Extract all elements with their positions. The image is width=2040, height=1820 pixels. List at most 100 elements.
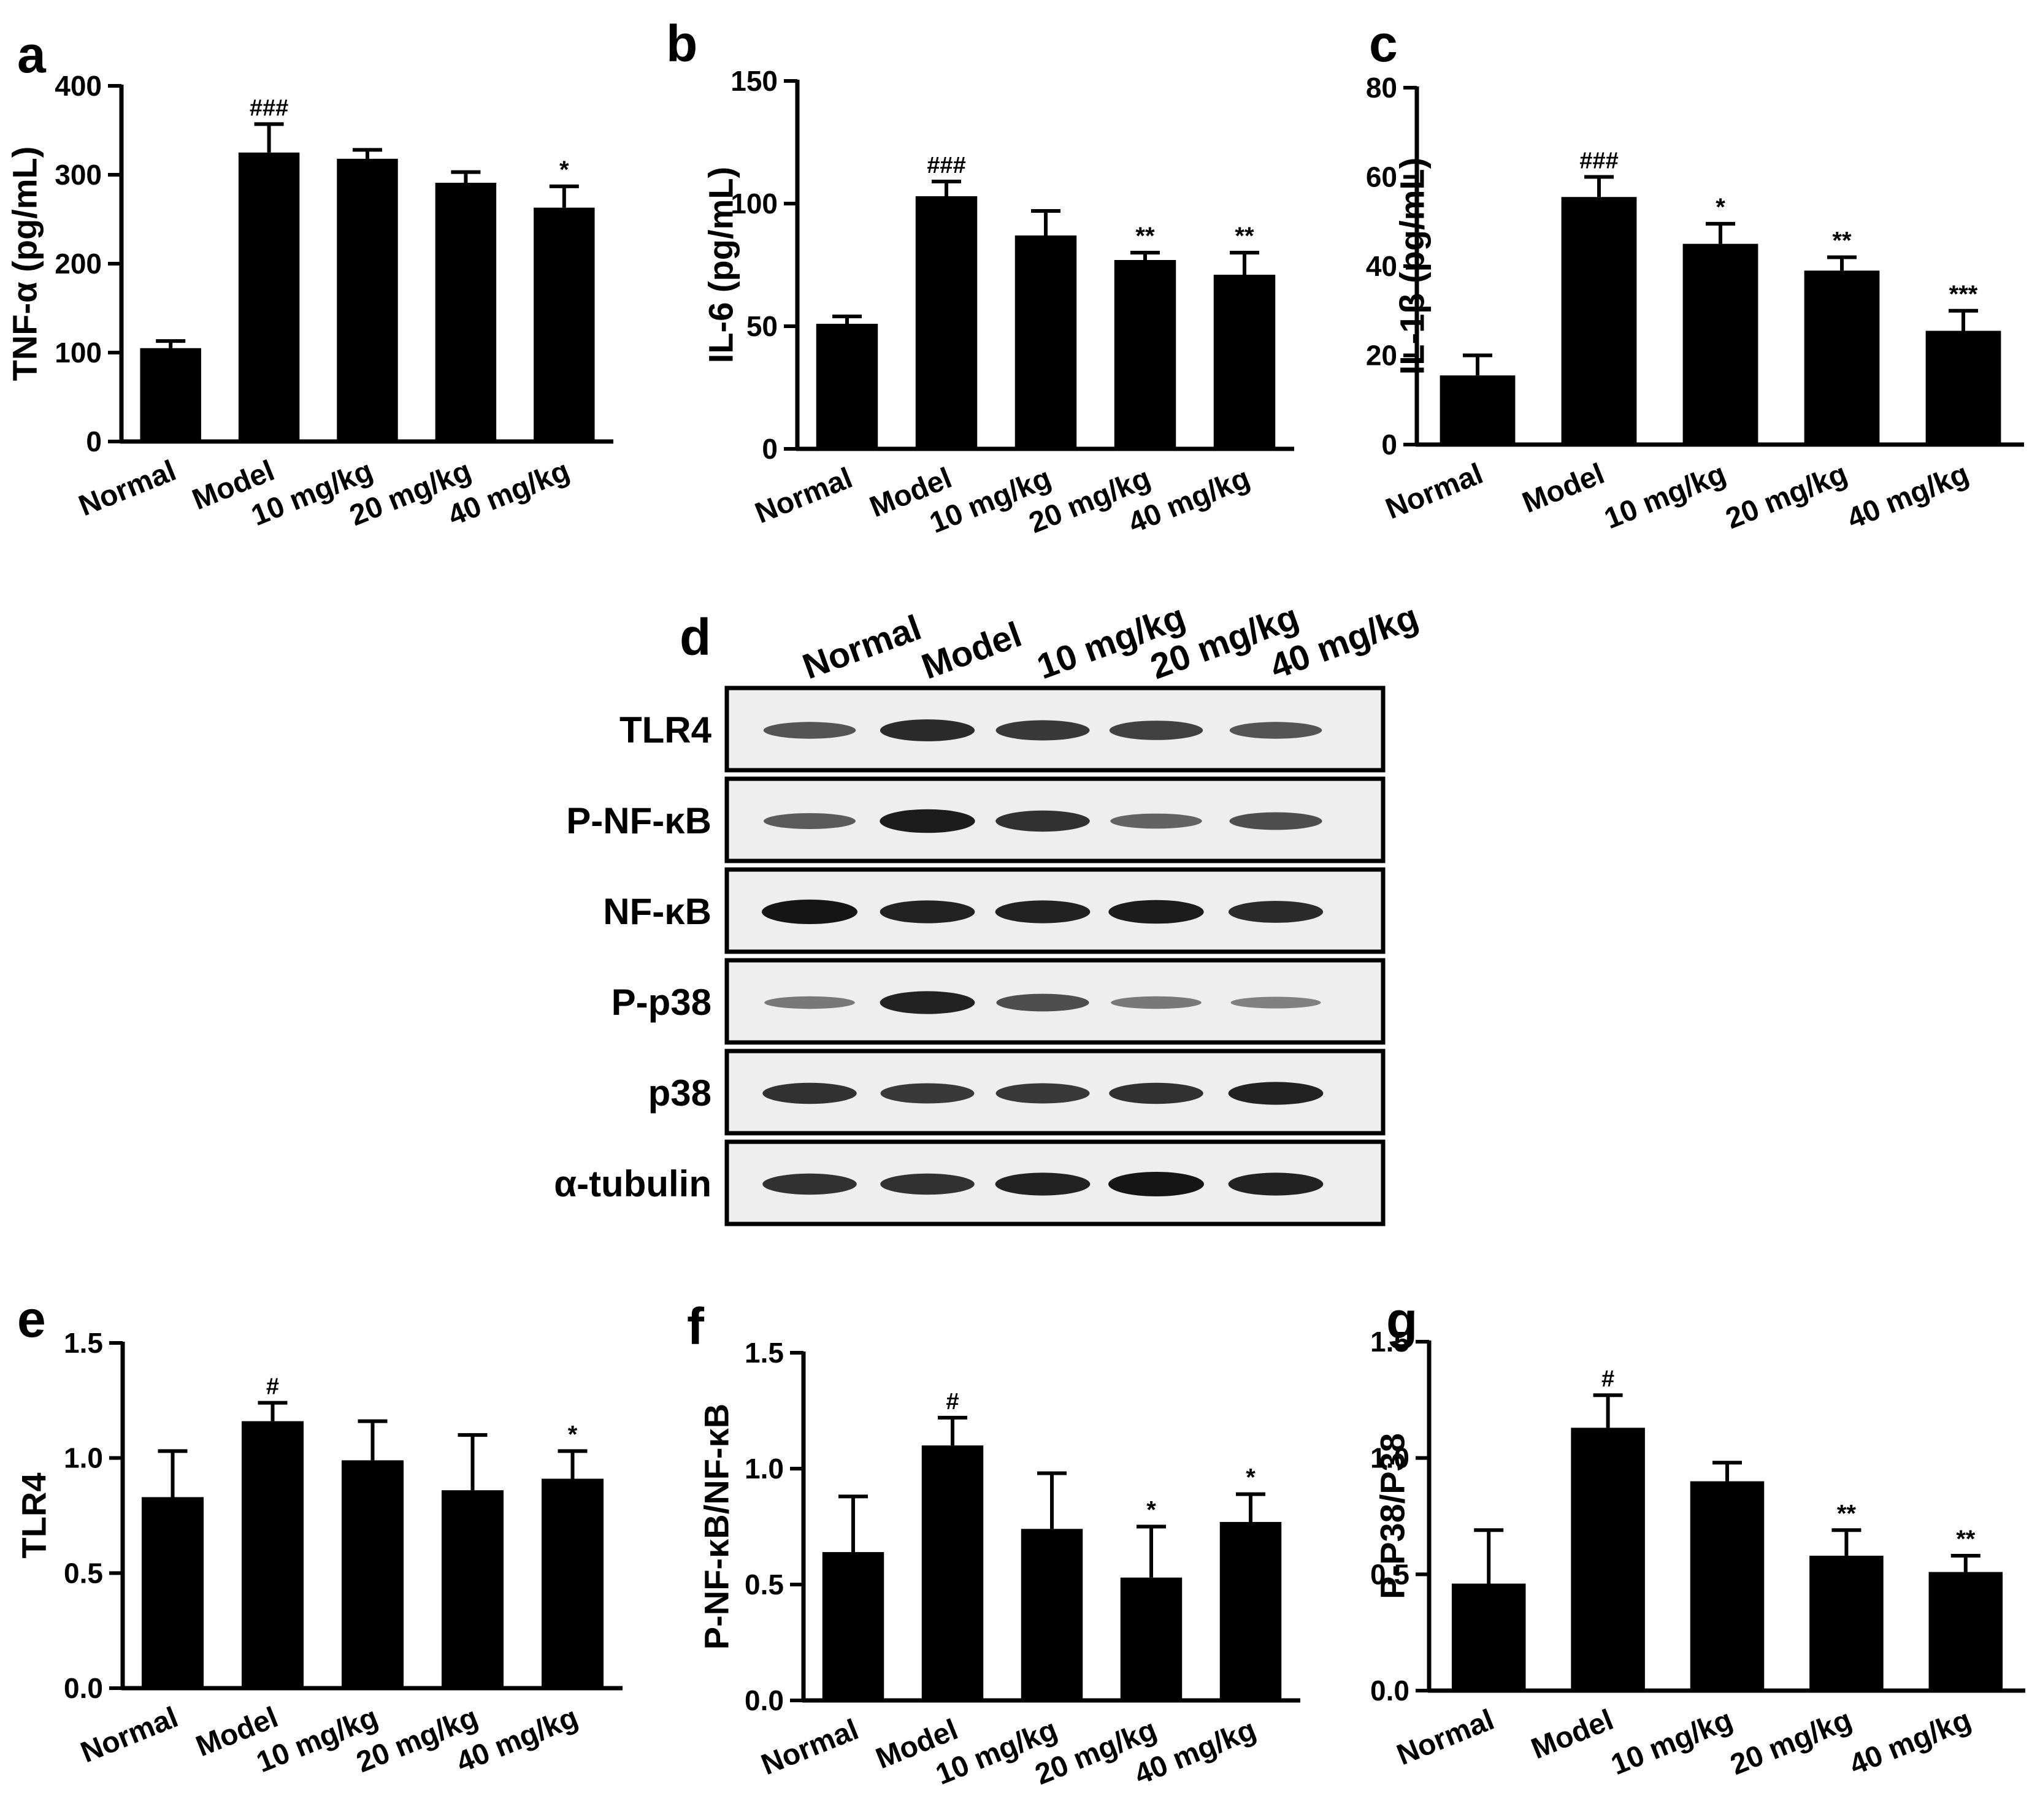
- y-tick-label: 0.5: [64, 1557, 103, 1589]
- y-tick-label: 80: [1366, 72, 1397, 104]
- bar-4: [441, 1490, 504, 1688]
- significance-label-4: **: [1135, 223, 1155, 250]
- blot-band-5: [1229, 722, 1322, 739]
- y-tick-label: 1.0: [64, 1442, 103, 1474]
- y-tick-label: 300: [55, 159, 102, 191]
- bar-5: [1925, 331, 2001, 445]
- blot-label: P-p38: [612, 982, 711, 1023]
- bar-2: [915, 196, 978, 449]
- chart-panel-f: f0.00.51.01.5P-NF-κB/NF-κBNormal#Model10…: [687, 1298, 1300, 1791]
- x-tick-label-4: 20 mg/kg: [1726, 1703, 1857, 1781]
- x-tick-label-5: 40 mg/kg: [1845, 1703, 1976, 1781]
- significance-label-2: ###: [250, 95, 288, 121]
- significance-label-5: **: [1235, 223, 1254, 250]
- blot-label: p38: [648, 1072, 711, 1114]
- blot-row-1: TLR4: [619, 686, 1386, 773]
- bar-2: [921, 1445, 984, 1700]
- blot-band-1: [762, 1173, 857, 1195]
- x-tick-label-1: Normal: [757, 1713, 863, 1781]
- significance-label-5: *: [568, 1421, 578, 1448]
- panel-label-a: a: [17, 26, 47, 83]
- bar-4: [1804, 270, 1880, 445]
- bar-2: [1571, 1428, 1645, 1691]
- panel-label-b: b: [666, 15, 697, 72]
- y-tick-label: 100: [730, 188, 778, 220]
- y-tick-label: 150: [730, 65, 778, 97]
- blot-band-1: [763, 722, 856, 739]
- bar-1: [141, 1497, 204, 1688]
- y-axis-title: P-P38/P38: [1373, 1433, 1412, 1599]
- blot-band-1: [764, 996, 855, 1009]
- y-axis-title: TNF-α (pg/mL): [6, 147, 44, 381]
- panel-label-d: d: [680, 608, 711, 666]
- y-tick-label: 0: [1381, 429, 1397, 461]
- x-tick-label-1: Normal: [1392, 1703, 1498, 1772]
- blot-band-2: [880, 719, 975, 741]
- y-tick-label: 0.0: [745, 1684, 784, 1716]
- bar-1: [1440, 375, 1516, 445]
- bar-5: [534, 207, 595, 442]
- y-tick-label: 50: [746, 310, 778, 342]
- bar-5: [1928, 1572, 2003, 1691]
- y-tick-label: 1.5: [1370, 1326, 1409, 1358]
- y-axis-title: TLR4: [15, 1473, 53, 1559]
- bar-2: [241, 1421, 304, 1688]
- y-tick-label: 0: [86, 426, 102, 457]
- blot-row-4: P-p38: [612, 958, 1386, 1045]
- y-tick-label: 20: [1366, 340, 1397, 372]
- blot-band-5: [1228, 1082, 1324, 1105]
- blot-band-3: [995, 720, 1090, 741]
- blot-band-1: [762, 900, 857, 924]
- blot-band-5: [1228, 901, 1324, 923]
- bar-2: [1561, 197, 1637, 445]
- significance-label-5: ***: [1949, 281, 1978, 308]
- bar-4: [435, 183, 497, 442]
- blot-band-4: [1108, 900, 1204, 924]
- y-axis-title: IL-1β (pg/mL): [1393, 158, 1432, 375]
- blot-band-5: [1228, 1172, 1324, 1196]
- significance-label-2: ###: [927, 153, 965, 178]
- x-tick-label-3: 10 mg/kg: [1606, 1703, 1737, 1781]
- x-tick-label-3: 10 mg/kg: [1600, 457, 1730, 535]
- bar-3: [337, 158, 398, 442]
- lane-label-2: Model: [916, 614, 1027, 687]
- blot-band-4: [1111, 996, 1202, 1009]
- blot-band-4: [1109, 1082, 1203, 1104]
- blot-band-2: [880, 1173, 975, 1195]
- significance-label-4: **: [1832, 227, 1852, 254]
- panel-label-e: e: [17, 1290, 46, 1348]
- y-tick-label: 1.5: [64, 1327, 103, 1359]
- significance-label-5: *: [1246, 1464, 1256, 1491]
- bar-3: [1021, 1529, 1083, 1700]
- blot-band-2: [880, 1083, 975, 1104]
- panel-label-c: c: [1369, 15, 1398, 72]
- x-tick-label-2: Model: [1527, 1703, 1617, 1765]
- blot-band-2: [880, 809, 975, 833]
- y-tick-label: 100: [55, 337, 102, 369]
- bar-4: [1114, 260, 1176, 449]
- significance-label-2: #: [1601, 1366, 1614, 1392]
- significance-label-4: **: [1837, 1500, 1857, 1527]
- x-tick-label-1: Normal: [76, 1701, 182, 1769]
- significance-label-5: **: [1956, 1526, 1976, 1553]
- blot-row-3: NF-κB: [603, 867, 1386, 954]
- significance-label-5: *: [559, 156, 569, 183]
- significance-label-2: #: [946, 1389, 959, 1415]
- blot-band-2: [880, 900, 975, 923]
- blot-band-3: [995, 1083, 1090, 1104]
- blot-label: P-NF-κB: [566, 800, 711, 841]
- blot-band-4: [1108, 1172, 1204, 1196]
- y-tick-label: 0.5: [745, 1569, 784, 1600]
- x-tick-label-1: Normal: [751, 462, 857, 530]
- blot-band-3: [995, 810, 1090, 832]
- x-tick-label-2: Model: [1518, 457, 1609, 519]
- y-tick-label: 1.0: [745, 1453, 784, 1485]
- significance-label-2: ###: [1579, 148, 1618, 174]
- y-tick-label: 0.0: [64, 1672, 103, 1704]
- y-tick-label: 0: [762, 433, 778, 465]
- blot-band-4: [1110, 813, 1202, 829]
